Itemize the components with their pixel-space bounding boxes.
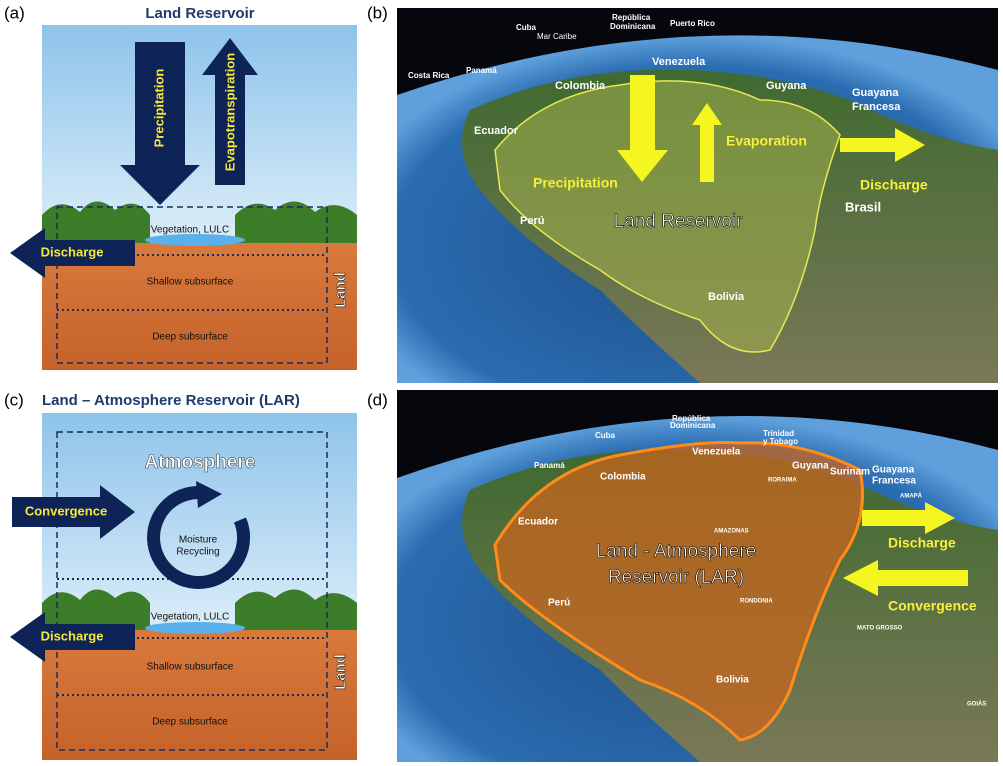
place: Bolivia	[708, 291, 745, 303]
atmosphere-label: Atmosphere	[145, 452, 256, 473]
panel-label: (b)	[367, 3, 388, 22]
place: Bolivia	[716, 675, 749, 686]
precipitation-arrow	[120, 42, 200, 205]
layer-label: Deep subsurface	[152, 332, 228, 343]
reservoir-label: Land - Atmosphere	[596, 541, 757, 562]
recycling-label: Moisture	[179, 535, 218, 546]
place: Guyana	[792, 461, 829, 472]
land-label: Land	[332, 654, 349, 690]
place: Perú	[520, 215, 544, 227]
panel-label: (d)	[367, 390, 388, 409]
place: Dominicana	[670, 421, 716, 430]
place: Colombia	[555, 80, 606, 92]
layer-label: Vegetation, LULC	[151, 225, 229, 236]
discharge-label: Discharge	[860, 177, 928, 193]
panel-label: (a)	[4, 3, 25, 22]
place: Venezuela	[692, 447, 741, 458]
place: Francesa	[852, 101, 901, 113]
discharge-arrow	[10, 228, 135, 278]
place: RORAIMA	[768, 478, 797, 484]
panel-a: (a) Land Reservoir Precipitation Evapotr…	[4, 3, 357, 370]
place: Cuba	[516, 23, 537, 32]
soil	[42, 630, 357, 760]
place-labels: Cuba República Dominicana Puerto Rico Ma…	[408, 13, 901, 303]
reservoir-box	[56, 431, 328, 751]
evapotranspiration-arrow	[202, 38, 258, 185]
place: Panamá	[534, 461, 565, 470]
panel-c: (c) Land – Atmosphere Reservoir (LAR) At…	[4, 390, 357, 760]
place: Guayana	[852, 87, 899, 99]
place: Puerto Rico	[670, 19, 715, 28]
panel-title: Land – Atmosphere Reservoir (LAR)	[42, 392, 300, 409]
recycling-label: Recycling	[176, 547, 219, 558]
place: MATO GROSSO	[857, 626, 902, 632]
reservoir-label: Reservoir (LAR)	[608, 567, 744, 588]
discharge-label: Discharge	[888, 535, 956, 551]
precipitation-label: Precipitation	[151, 69, 166, 148]
place: Panamá	[466, 66, 497, 75]
place: Dominicana	[610, 22, 656, 31]
place: Trinidad	[763, 429, 794, 438]
reservoir-label: Land Reservoir	[614, 211, 744, 232]
place: República	[612, 13, 651, 22]
convergence-label: Convergence	[888, 598, 977, 614]
lar-volume	[493, 441, 864, 742]
discharge-label: Discharge	[41, 244, 104, 259]
panel-label: (c)	[4, 390, 24, 409]
evaporation-label: Evaporation	[726, 133, 807, 149]
discharge-label: Discharge	[41, 628, 104, 643]
layer-label: Shallow subsurface	[147, 277, 234, 288]
place: Costa Rica	[408, 71, 450, 80]
place: Ecuador	[518, 517, 558, 528]
place: Venezuela	[652, 56, 706, 68]
panel-d: (d) República Dominicana Cuba Trinidad y…	[367, 390, 998, 762]
place: Francesa	[872, 476, 916, 487]
discharge-arrow	[840, 128, 925, 162]
discharge-arrow	[10, 612, 135, 662]
layer-label: Shallow subsurface	[147, 662, 234, 673]
precipitation-label: Precipitation	[533, 175, 618, 191]
evaporation-arrow	[692, 103, 722, 182]
place: Colombia	[600, 472, 646, 483]
place: Mar Caribe	[537, 32, 577, 41]
evapotranspiration-label: Evapotranspiration	[222, 53, 237, 172]
place: República	[672, 414, 711, 423]
convergence-label: Convergence	[25, 503, 107, 518]
place: AMAPÁ	[900, 493, 923, 500]
place: Brasil	[845, 199, 881, 214]
panel-title: Land Reservoir	[145, 5, 254, 22]
precipitation-arrow	[617, 75, 668, 182]
place: Surinam	[830, 467, 870, 478]
water	[145, 234, 245, 246]
place-labels: República Dominicana Cuba Trinidad y Tob…	[518, 414, 986, 707]
layer-label: Deep subsurface	[152, 717, 228, 728]
land-box	[56, 206, 328, 364]
place: Guyana	[766, 80, 807, 92]
place: GOIÁS	[967, 701, 986, 708]
place: y Tobago	[763, 437, 798, 446]
layer-label: Vegetation, LULC	[151, 612, 229, 623]
place: Ecuador	[474, 125, 519, 137]
discharge-arrow	[862, 502, 955, 534]
convergence-arrow	[12, 485, 135, 539]
convergence-arrow	[843, 560, 968, 596]
panel-b: (b) Cuba República Dominicana Puerto Ric…	[367, 3, 998, 384]
place: Perú	[548, 598, 570, 609]
water	[145, 622, 245, 634]
recycling-head	[196, 481, 222, 508]
place: Guayana	[872, 465, 915, 476]
place: Cuba	[595, 431, 616, 440]
trees	[42, 201, 357, 243]
recycling-circle	[147, 486, 251, 590]
trees	[42, 589, 357, 630]
place: RONDONIA	[740, 599, 773, 605]
land-label: Land	[332, 272, 349, 308]
place: AMAZONAS	[714, 529, 749, 535]
